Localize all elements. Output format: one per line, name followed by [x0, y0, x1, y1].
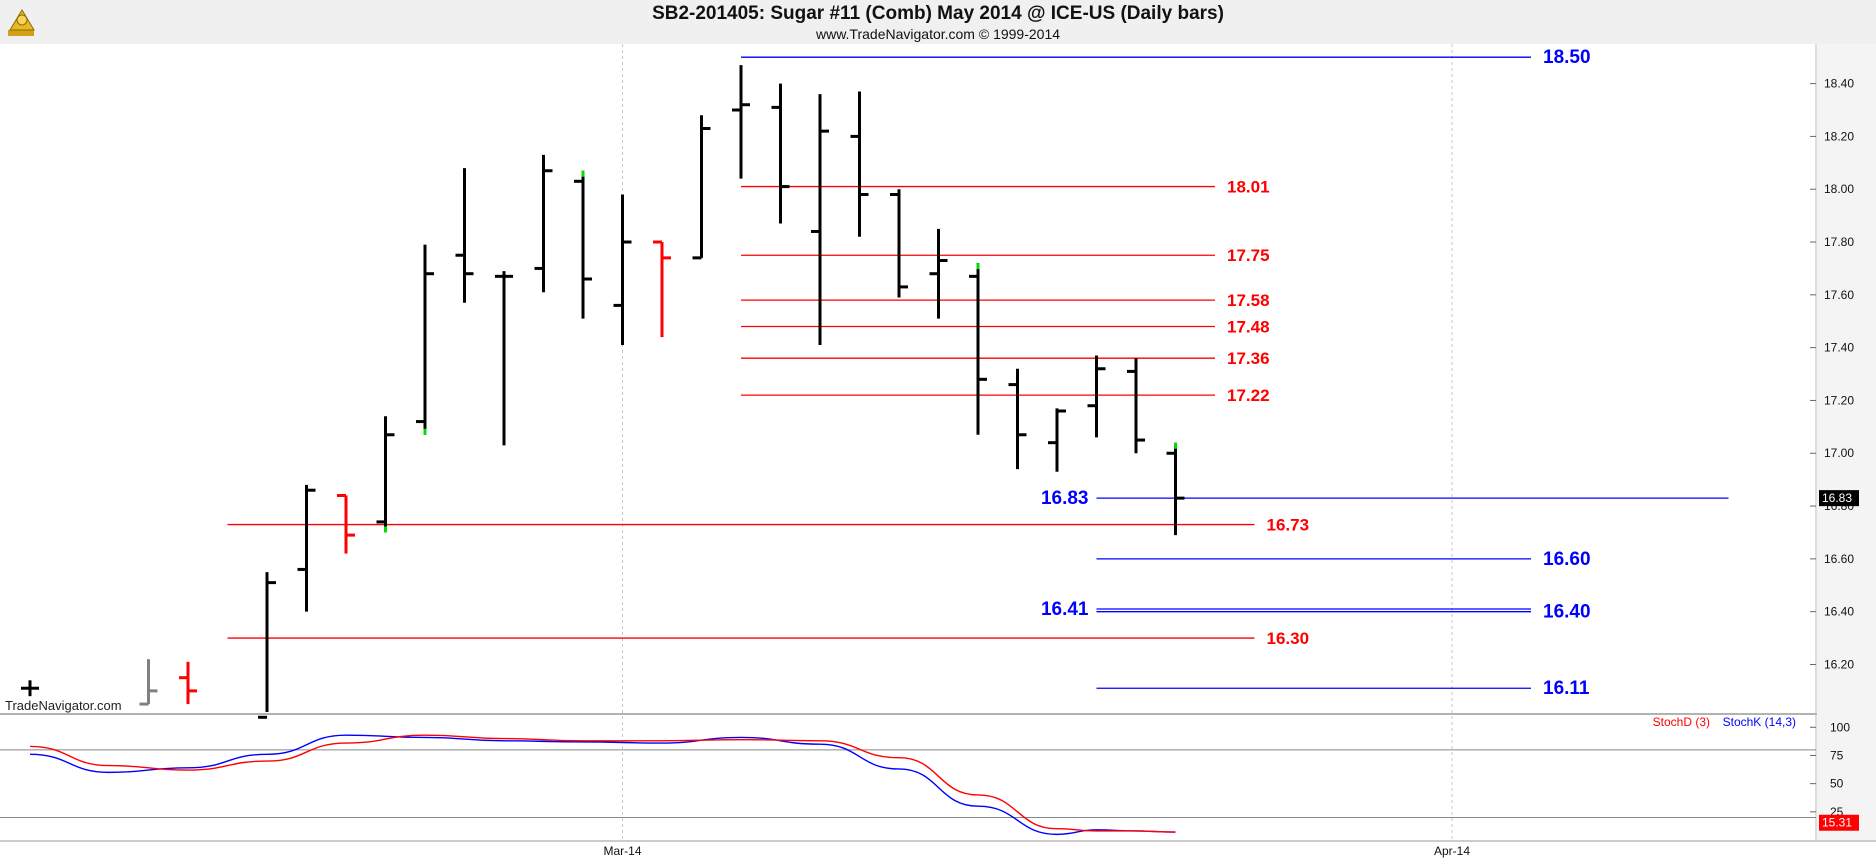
ohlc-bars — [21, 65, 1185, 719]
chart-header: SB2-201405: Sugar #11 (Comb) May 2014 @ … — [0, 0, 1876, 44]
ohlc-bar — [534, 154, 553, 293]
ohlc-bar — [574, 170, 592, 319]
ohlc-bar — [1048, 408, 1066, 472]
date-tick-label: Apr-14 — [1434, 844, 1470, 858]
level-label-16-60: 16.60 — [1543, 549, 1591, 570]
ohlc-bar — [890, 189, 908, 298]
chart-subtitle: www.TradeNavigator.com © 1999-2014 — [815, 26, 1061, 42]
ohlc-bar — [653, 240, 671, 338]
watermark: TradeNavigator.com — [5, 698, 122, 713]
stoch-series-k — [29, 734, 1176, 836]
ohlc-bar — [771, 83, 790, 224]
ohlc-bar — [732, 65, 750, 179]
level-label-17-75: 17.75 — [1227, 246, 1270, 265]
level-label-17-22: 17.22 — [1227, 386, 1270, 405]
ohlc-bar — [21, 680, 39, 697]
ohlc-bar — [139, 659, 158, 706]
ohlc-bar — [337, 493, 355, 554]
price-tick-label: 17.80 — [1824, 235, 1854, 249]
ohlc-bar — [1127, 358, 1145, 454]
level-label-16-40: 16.40 — [1543, 602, 1591, 623]
ohlc-bar — [1087, 355, 1106, 438]
date-tick-label: Mar-14 — [603, 844, 641, 858]
ohlc-bar — [613, 194, 632, 345]
ohlc-bar — [1008, 368, 1027, 470]
ohlc-bar — [692, 115, 711, 260]
level-label-16-73: 16.73 — [1267, 516, 1310, 535]
legend-stoch-d: StochD (3) — [1653, 715, 1710, 729]
price-tick-label: 17.20 — [1824, 393, 1854, 407]
ohlc-bar — [297, 484, 316, 612]
price-tick-label: 18.20 — [1824, 129, 1854, 143]
chart-title: SB2-201405: Sugar #11 (Comb) May 2014 @ … — [652, 3, 1224, 24]
price-tick-label: 18.40 — [1824, 77, 1854, 91]
ohlc-bar — [179, 661, 197, 705]
level-label-17-36: 17.36 — [1227, 349, 1270, 368]
stoch-tick-label: 50 — [1830, 777, 1844, 791]
level-label-17-58: 17.58 — [1227, 291, 1270, 310]
trade-navigator-logo-icon — [8, 9, 35, 36]
chart-grid — [0, 44, 1876, 842]
level-label-16-83: 16.83 — [1041, 488, 1089, 509]
ohlc-bar — [495, 271, 513, 446]
level-label-16-30: 16.30 — [1267, 629, 1310, 648]
price-tick-label: 17.40 — [1824, 341, 1854, 355]
ohlc-bar — [969, 263, 987, 435]
level-label-18-01: 18.01 — [1227, 178, 1270, 197]
price-tick-label: 16.20 — [1824, 657, 1854, 671]
ohlc-bar — [258, 572, 276, 719]
last-price-label: 16.83 — [1822, 491, 1852, 505]
price-tick-label: 17.60 — [1824, 288, 1854, 302]
ohlc-bar — [455, 168, 474, 303]
stoch-tick-label: 75 — [1830, 748, 1844, 762]
ohlc-bar — [811, 94, 829, 345]
ohlc-bar — [850, 91, 869, 237]
level-label-16-41: 16.41 — [1041, 599, 1089, 620]
ohlc-bar — [416, 244, 434, 435]
legend-stoch-k: StochK (14,3) — [1723, 715, 1796, 729]
ohlc-bar — [376, 416, 395, 533]
price-tick-label: 18.00 — [1824, 182, 1854, 196]
date-axis: Mar-14 Apr-14 — [603, 844, 1470, 858]
price-tick-label: 17.00 — [1824, 446, 1854, 460]
ohlc-bar — [929, 228, 948, 319]
stoch-tick-label: 100 — [1830, 720, 1850, 734]
ohlc-bar — [1166, 442, 1185, 536]
level-label-16-11: 16.11 — [1543, 678, 1590, 699]
last-price-box — [1819, 490, 1859, 507]
price-axis: 18.40 18.20 18.00 17.80 17.60 17.40 17.20 17.00… — [1810, 77, 1859, 671]
axis-background — [1817, 44, 1876, 840]
level-label-18-50: 18.50 — [1543, 47, 1591, 68]
price-tick-label: 16.60 — [1824, 552, 1854, 566]
stoch-last-value: 15.31 — [1822, 816, 1852, 830]
stoch-last-value-box — [1819, 814, 1859, 831]
level-label-17-48: 17.48 — [1227, 318, 1270, 337]
price-tick-label: 16.40 — [1824, 605, 1854, 619]
stoch-series-d — [29, 734, 1176, 833]
